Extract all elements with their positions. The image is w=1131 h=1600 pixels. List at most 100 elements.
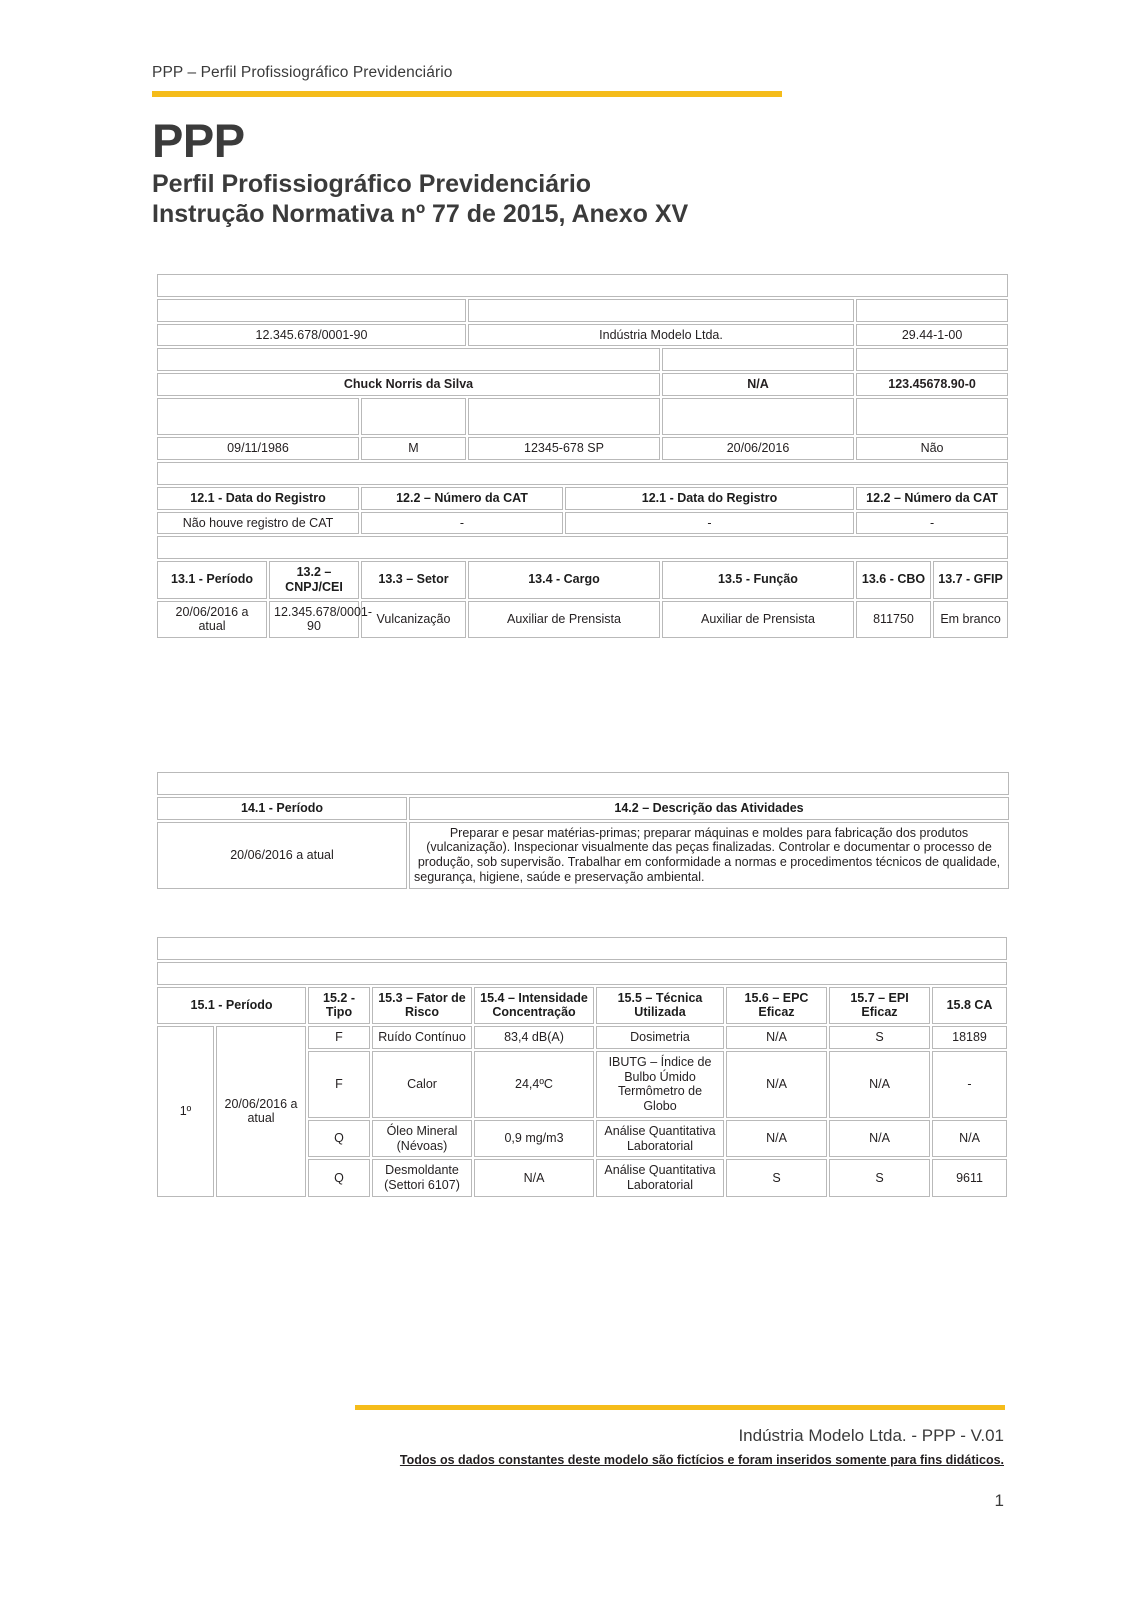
header-cat-data-registro-2: 12.1 - Data do Registro	[565, 486, 854, 510]
exposicao-riscos-table: II – Seção de Registros Ambientais 15 – …	[155, 935, 1009, 1199]
header-cbo: 13.6 - CBO	[856, 561, 931, 599]
value-ca: 9611	[932, 1159, 1008, 1197]
value-tecnica: Dosimetria	[596, 1026, 724, 1049]
header-br-pdh: 5 - BR/PDH	[662, 348, 854, 371]
value-cat-data-registro-1: Não houve registro de CAT	[157, 511, 359, 535]
table-row: Chuck Norris da Silva N/A 123.45678.90-0	[157, 373, 1009, 396]
header-prof-descricao: 14.2 – Descrição das Atividades	[409, 796, 1010, 820]
table-row: 09/11/1986 M 12345-678 SP 20/06/2016 Não	[157, 437, 1009, 460]
section-administrative-data: I – Seção de Dados Administrativos 1 - C…	[155, 272, 1009, 640]
header-cat-numero-1: 12.2 – Número da CAT	[361, 486, 563, 510]
value-tipo: F	[308, 1050, 370, 1118]
administrative-table: I – Seção de Dados Administrativos 1 - C…	[155, 272, 1010, 640]
value-prof-descricao: Preparar e pesar matérias-primas; prepar…	[409, 821, 1010, 889]
header-sexo: 8 – Sexo (F/M)	[361, 397, 466, 436]
value-periodo-ordinal: 1º	[157, 1026, 214, 1197]
table-row: 12.1 - Data do Registro 12.2 – Número da…	[157, 486, 1009, 510]
header-periodo: 13.1 - Período	[157, 561, 267, 599]
value-fator-risco: Calor	[372, 1050, 472, 1118]
header-cat-data-registro-1: 12.1 - Data do Registro	[157, 486, 359, 510]
value-data-admissao: 20/06/2016	[662, 437, 854, 460]
value-data-nascimento: 09/11/1986	[157, 437, 359, 460]
value-br-pdh: N/A	[662, 373, 854, 396]
profissiografia-title: 14 - Profissiografia	[157, 772, 1010, 795]
value-tecnica: Análise Quantitativa Laboratorial	[596, 1119, 724, 1158]
value-fator-risco: Desmoldante (Settori 6107)	[372, 1159, 472, 1197]
value-epi: S	[829, 1159, 930, 1197]
value-periodo-range: 20/06/2016 a atual	[216, 1026, 306, 1197]
header-funcao: 13.5 - Função	[662, 561, 854, 599]
value-tecnica: Análise Quantitativa Laboratorial	[596, 1159, 724, 1197]
table-row: II – Seção de Registros Ambientais	[157, 937, 1008, 960]
table-row: 12 - CAT Registrada	[157, 462, 1009, 485]
value-intensidade: 0,9 mg/m3	[474, 1119, 594, 1158]
header-data-nascimento: 7 – Data de nascimento	[157, 397, 359, 436]
title-subtitle-2: Instrução Normativa nº 77 de 2015, Anexo…	[152, 200, 689, 228]
table-row: 20/06/2016 a atual Preparar e pesar maté…	[157, 821, 1010, 889]
table-row: 13.1 - Período 13.2 – CNPJ/CEI 13.3 – Se…	[157, 561, 1009, 599]
value-tecnica: IBUTG – Índice de Bulbo Úmido Termômetro…	[596, 1050, 724, 1118]
value-epc: N/A	[726, 1026, 827, 1049]
header-cargo: 13.4 - Cargo	[468, 561, 660, 599]
value-epc: S	[726, 1159, 827, 1197]
header-nit: 6 - NIT	[856, 348, 1009, 371]
table-row: 1 - CNPJ do Domicílio Tributário/CEI 2 –…	[157, 298, 1009, 322]
value-setor: Vulcanização	[361, 600, 466, 638]
header-15-ca: 15.8 CA	[932, 986, 1008, 1024]
page-number: 1	[994, 1491, 1004, 1510]
header-nome-trabalhador: 4 - Nome do Trabalhador	[157, 348, 660, 371]
value-cat-numero-1: -	[361, 511, 563, 535]
header-15-epc: 15.6 – EPC Eficaz	[726, 986, 827, 1024]
header-setor: 13.3 – Setor	[361, 561, 466, 599]
table-row: 4 - Nome do Trabalhador 5 - BR/PDH 6 - N…	[157, 348, 1009, 371]
value-ca: 18189	[932, 1026, 1008, 1049]
value-gfip: Em branco	[933, 600, 1009, 638]
value-epc: N/A	[726, 1119, 827, 1158]
table-row: Não houve registro de CAT - - -	[157, 511, 1009, 535]
footer-company: Indústria Modelo Ltda. - PPP - V.01	[738, 1426, 1004, 1445]
value-intensidade: 83,4 dB(A)	[474, 1026, 594, 1049]
value-nome-trabalhador: Chuck Norris da Silva	[157, 373, 660, 396]
section-registros-ambientais: II – Seção de Registros Ambientais 15 – …	[155, 935, 1008, 1199]
section1-title: I – Seção de Dados Administrativos	[157, 274, 1009, 297]
header-cat-numero-2: 12.2 – Número da CAT	[856, 486, 1009, 510]
table-row: 12.345.678/0001-90 Indústria Modelo Ltda…	[157, 323, 1009, 347]
header-ctps: 9 - CTPS (nº, série e UF)	[468, 397, 660, 436]
section-profissiografia: 14 - Profissiografia 14.1 - Período 14.2…	[155, 770, 1010, 891]
header-15-tipo: 15.2 - Tipo	[308, 986, 370, 1024]
value-nome-empresarial: Indústria Modelo Ltda.	[468, 323, 854, 347]
page-header: PPP – Perfil Profissiográfico Previdenci…	[152, 64, 782, 97]
section2-title: II – Seção de Registros Ambientais	[157, 937, 1008, 960]
table-row: 20/06/2016 a atual 12.345.678/0001-90 Vu…	[157, 600, 1009, 638]
header-15-periodo: 15.1 - Período	[157, 986, 306, 1024]
header-cnae: 3 – CNAE	[856, 298, 1009, 322]
footer-disclaimer: Todos os dados constantes deste modelo s…	[0, 1453, 1131, 1467]
value-tipo: F	[308, 1026, 370, 1049]
table-row: Q Desmoldante (Settori 6107) N/A Análise…	[157, 1159, 1008, 1197]
header-15-fator-risco: 15.3 – Fator de Risco	[372, 986, 472, 1024]
value-cnpj: 12.345.678/0001-90	[157, 323, 466, 347]
header-prof-periodo: 14.1 - Período	[157, 796, 407, 820]
value-ca: -	[932, 1050, 1008, 1118]
value-cat-numero-2: -	[856, 511, 1009, 535]
value-intensidade: 24,4ºC	[474, 1050, 594, 1118]
table-row: 7 – Data de nascimento 8 – Sexo (F/M) 9 …	[157, 397, 1009, 436]
value-epi: S	[829, 1026, 930, 1049]
table-row: 13 – Lotação e Atribuição	[157, 536, 1009, 559]
value-nit: 123.45678.90-0	[856, 373, 1009, 396]
value-epc: N/A	[726, 1050, 827, 1118]
title-subtitle-1: Perfil Profissiográfico Previdenciário	[152, 170, 592, 198]
table-row: 14.1 - Período 14.2 – Descrição das Ativ…	[157, 796, 1010, 820]
table-row: F Calor 24,4ºC IBUTG – Índice de Bulbo Ú…	[157, 1050, 1008, 1118]
footer-accent-rule	[355, 1405, 1005, 1410]
value-tipo: Q	[308, 1159, 370, 1197]
header-data-admissao: 10- Data de Admissão	[662, 397, 854, 436]
document-title-block: PPP Perfil Profissiográfico Previdenciár…	[152, 115, 688, 229]
value-ctps: 12345-678 SP	[468, 437, 660, 460]
profissiografia-table: 14 - Profissiografia 14.1 - Período 14.2…	[155, 770, 1011, 891]
value-fator-risco: Ruído Contínuo	[372, 1026, 472, 1049]
header-cnpj-cei: 13.2 – CNPJ/CEI	[269, 561, 359, 599]
value-tipo: Q	[308, 1119, 370, 1158]
header-nome-empresarial: 2 – Nome Empresarial	[468, 298, 854, 322]
cat-section-title: 12 - CAT Registrada	[157, 462, 1009, 485]
